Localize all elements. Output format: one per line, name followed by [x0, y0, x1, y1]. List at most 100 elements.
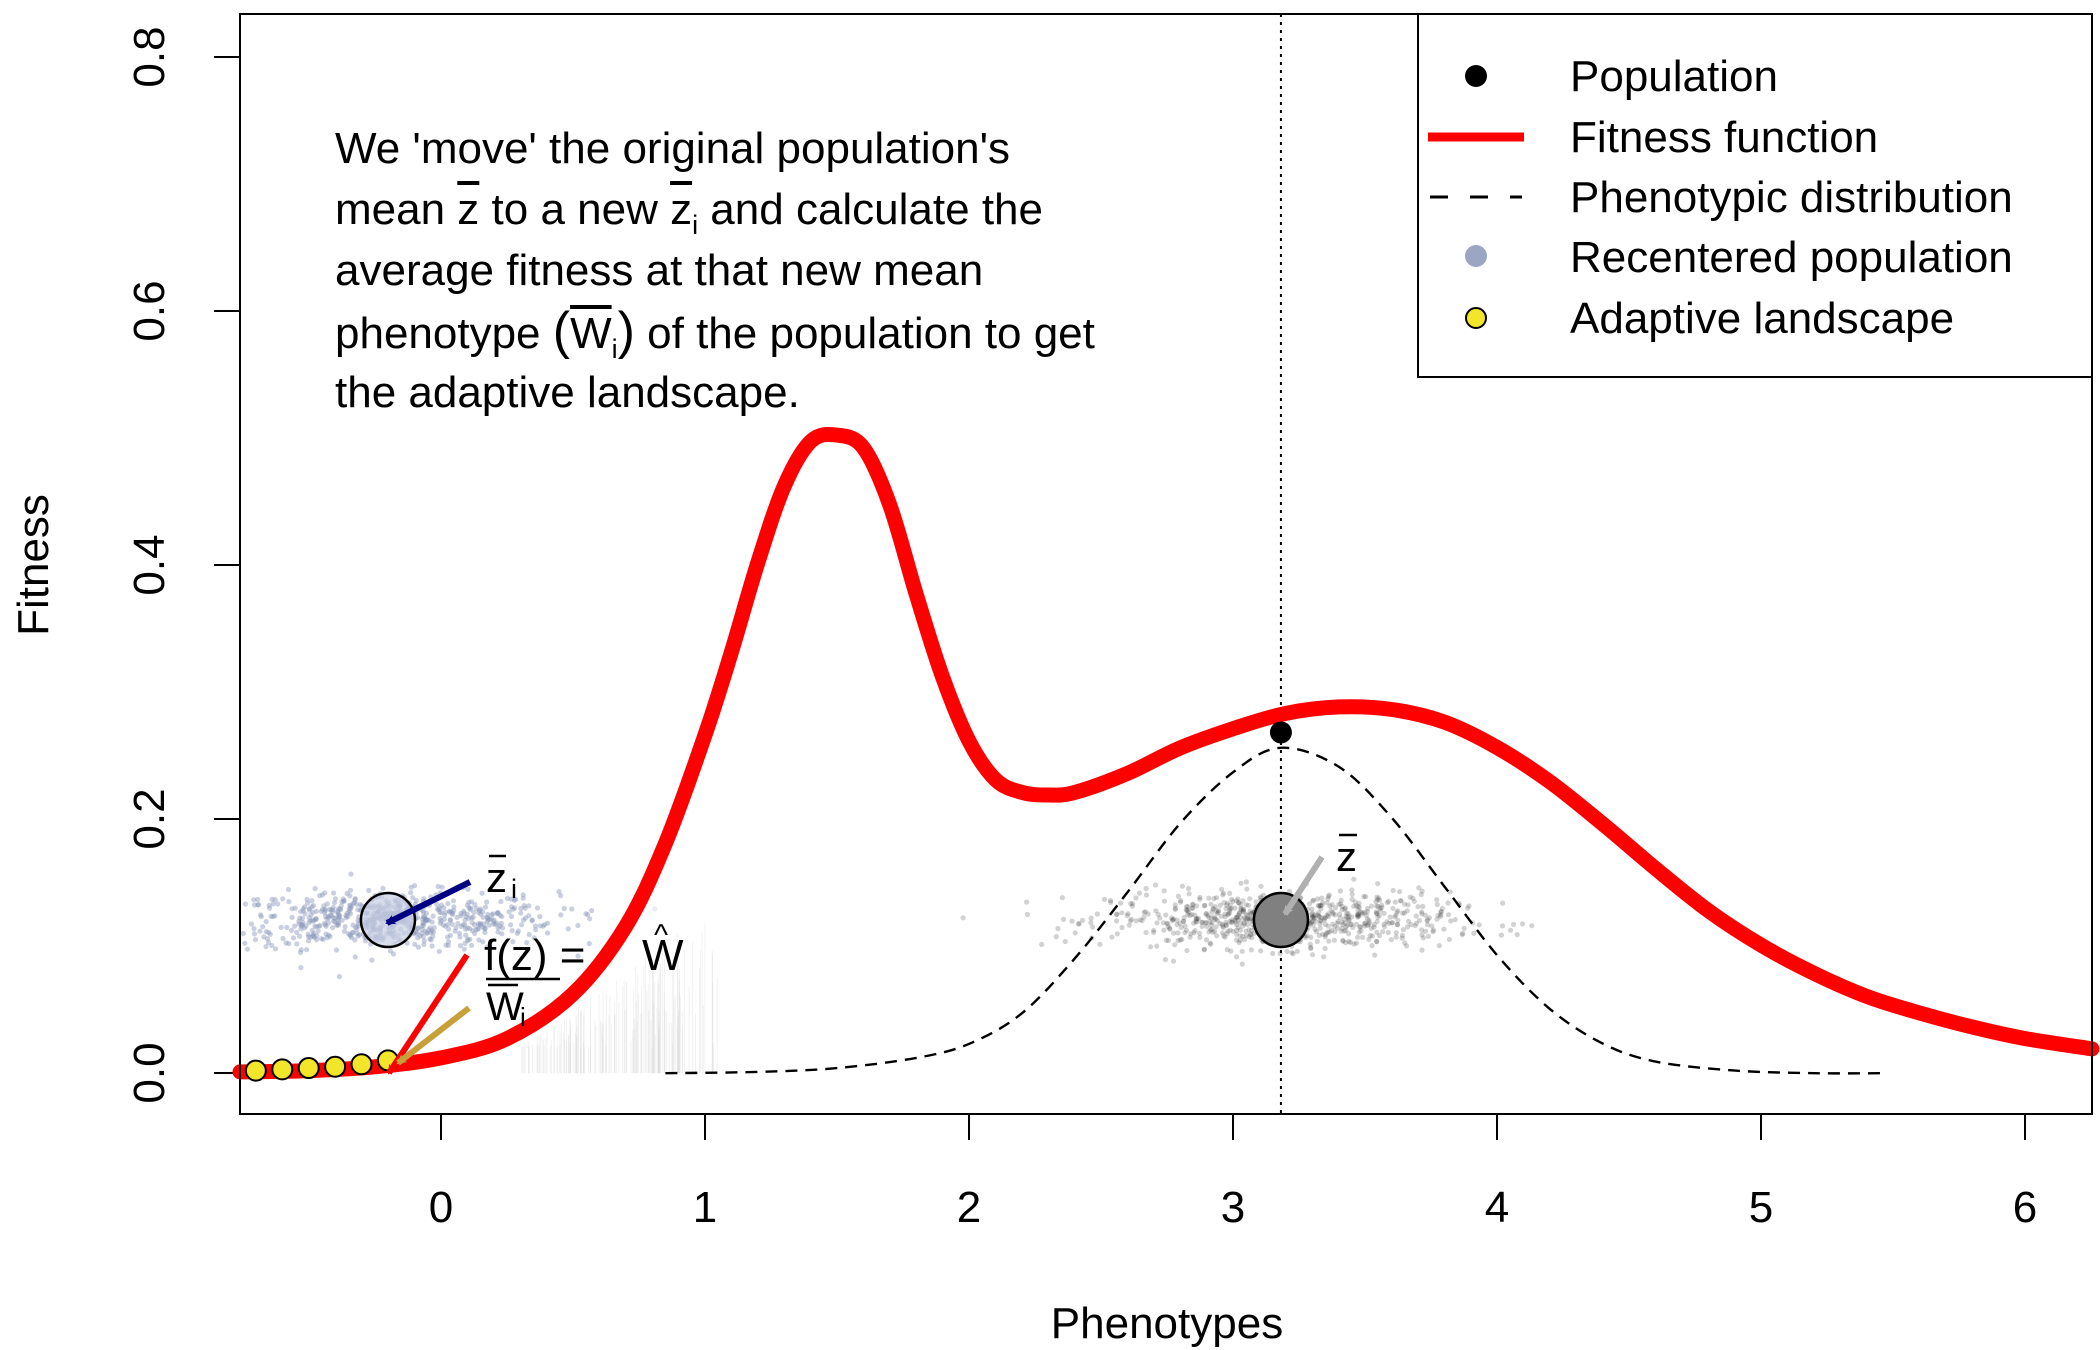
population-cloud-point	[1338, 901, 1344, 907]
adaptive-landscape-point	[297, 1057, 320, 1080]
population-cloud-point	[1154, 943, 1160, 949]
population-cloud-point	[1191, 920, 1197, 926]
recentered-point	[454, 914, 460, 921]
population-cloud-point	[1340, 938, 1346, 944]
population-cloud-point	[1379, 904, 1385, 911]
recentered-point	[341, 898, 347, 904]
population-cloud-point	[1220, 892, 1226, 898]
population-cloud-point	[1201, 903, 1207, 909]
population-cloud-point	[1460, 930, 1466, 937]
population-cloud-point	[1436, 943, 1442, 949]
population-cloud-point	[1236, 900, 1242, 906]
population-cloud-point	[1514, 932, 1520, 938]
recentered-point	[300, 920, 306, 926]
population-cloud-point	[1139, 918, 1145, 924]
recentered-point	[480, 914, 486, 920]
recentered-point	[461, 908, 467, 914]
population-cloud-point	[1373, 909, 1379, 915]
population-cloud-point	[1349, 896, 1355, 903]
recentered-point	[348, 933, 354, 939]
recentered-point	[445, 921, 451, 928]
recentered-point	[330, 909, 336, 915]
recentered-point	[347, 887, 354, 893]
population-cloud-point	[1357, 924, 1363, 931]
population-cloud-point	[1316, 913, 1322, 919]
legend-symbol-recentered	[1465, 245, 1487, 267]
label-wi-sub: i	[520, 1002, 526, 1032]
recentered-point	[429, 928, 435, 934]
recentered-point	[355, 921, 361, 927]
recentered-point	[335, 908, 341, 914]
population-cloud-point	[1208, 901, 1214, 907]
population-cloud-point	[1351, 903, 1357, 909]
population-cloud-point	[1258, 948, 1264, 954]
recentered-point	[540, 923, 546, 929]
recentered-point	[309, 927, 315, 934]
population-cloud-point	[1439, 905, 1445, 912]
population-point	[1269, 721, 1292, 744]
population-cloud-point	[1366, 922, 1372, 928]
recentered-point	[308, 912, 314, 918]
recentered-point	[458, 910, 464, 917]
recentered-point	[326, 913, 332, 920]
annotation-text: We 'move' the original population's	[335, 124, 1010, 173]
recentered-point	[334, 922, 340, 928]
population-cloud-point	[1225, 928, 1231, 934]
recentered-point	[486, 922, 492, 928]
recentered-point	[518, 905, 524, 912]
population-cloud-point	[1167, 925, 1173, 932]
recentered-point	[457, 934, 463, 940]
population-cloud-point	[1314, 912, 1321, 918]
population-cloud-point	[1165, 937, 1171, 944]
recentered-point	[453, 925, 459, 931]
population-cloud-point	[1227, 927, 1233, 933]
population-cloud-point	[1221, 900, 1227, 906]
population-cloud-point	[1194, 916, 1200, 922]
recentered-point	[478, 920, 484, 926]
population-cloud-point	[1240, 908, 1246, 914]
recentered-point	[355, 917, 361, 924]
recentered-point	[451, 904, 457, 910]
population-cloud-point	[1318, 918, 1324, 924]
population-cloud-point	[1155, 911, 1161, 918]
recentered-point	[438, 910, 444, 916]
recentered-point	[468, 905, 474, 911]
recentered-point	[437, 909, 443, 916]
recentered-point	[283, 940, 289, 946]
recentered-point	[421, 938, 427, 944]
recentered-point	[472, 930, 478, 937]
recentered-point	[420, 916, 426, 922]
population-cloud-point	[1338, 928, 1344, 934]
population-cloud-point	[1184, 908, 1190, 914]
population-cloud-point	[1053, 934, 1059, 940]
y-tick-label: 0.0	[125, 1042, 174, 1103]
population-cloud-point	[1234, 914, 1240, 920]
recentered-point	[526, 913, 532, 919]
population-cloud-point	[1350, 924, 1356, 930]
recentered-point	[347, 902, 353, 908]
population-cloud-point	[1349, 921, 1355, 927]
recentered-point	[429, 919, 435, 925]
population-cloud-point	[1374, 938, 1380, 945]
population-cloud-point	[1223, 923, 1230, 929]
recentered-point	[312, 923, 318, 929]
recentered-point	[428, 929, 434, 936]
recentered-point	[441, 905, 447, 911]
recentered-point	[500, 925, 506, 931]
recentered-point	[478, 906, 484, 912]
recentered-point	[258, 912, 264, 918]
population-cloud-point	[1177, 937, 1184, 943]
population-cloud-point	[1353, 921, 1360, 927]
recentered-point	[412, 941, 418, 948]
population-cloud-point	[1322, 945, 1328, 952]
recentered-point	[495, 925, 501, 931]
population-cloud-point	[1412, 923, 1418, 929]
recentered-point	[587, 916, 593, 922]
recentered-point	[491, 921, 497, 927]
population-cloud-point	[1220, 890, 1227, 896]
population-cloud-point	[1339, 925, 1345, 932]
recentered-point	[499, 914, 505, 920]
population-cloud-point	[1358, 928, 1364, 934]
recentered-point	[508, 896, 514, 902]
population-cloud-point	[1359, 909, 1366, 916]
